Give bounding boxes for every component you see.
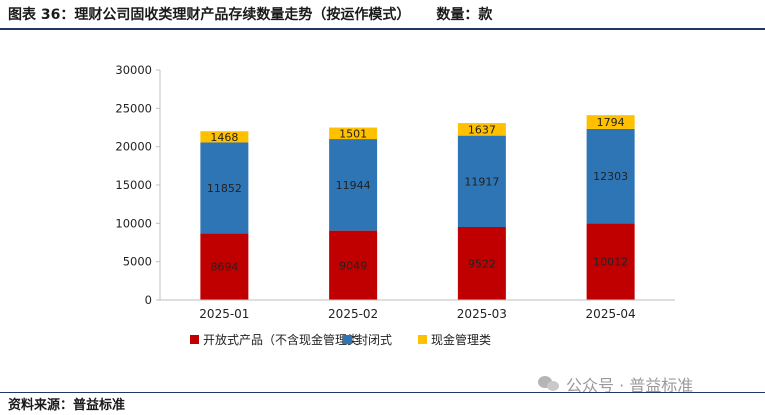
data-label: 1501 xyxy=(339,127,367,140)
bar-segment xyxy=(457,135,506,227)
bar-segment xyxy=(586,223,635,300)
data-label: 8694 xyxy=(210,261,238,274)
unit-label: 数量：款 xyxy=(436,7,493,23)
legend-label: 封闭式 xyxy=(356,333,392,347)
data-label: 11944 xyxy=(336,179,371,192)
data-label: 9522 xyxy=(468,257,496,270)
bar-segment xyxy=(200,142,249,234)
data-label: 1637 xyxy=(468,123,496,136)
bar-segment xyxy=(329,139,378,231)
x-tick-label: 2025-04 xyxy=(586,307,636,321)
source-note: 资料来源：普益标准 xyxy=(8,398,126,413)
legend-swatch xyxy=(343,335,352,344)
data-label: 10012 xyxy=(593,256,628,269)
bar-segment xyxy=(457,226,506,300)
y-tick-label: 0 xyxy=(145,293,152,307)
legend-label: 开放式产品（不含现金管理类 xyxy=(203,332,359,347)
bar-segment xyxy=(329,230,378,300)
data-label: 11917 xyxy=(464,175,499,188)
title-divider xyxy=(0,28,765,30)
bar-segment xyxy=(329,127,378,140)
data-label: 9049 xyxy=(339,259,367,272)
source-divider xyxy=(0,392,765,393)
bar-segment xyxy=(200,233,249,300)
y-tick-label: 30000 xyxy=(115,63,152,77)
y-tick-label: 25000 xyxy=(115,101,152,115)
data-label: 11852 xyxy=(207,182,242,195)
legend-swatch xyxy=(418,335,427,344)
y-tick-label: 20000 xyxy=(115,140,152,154)
chart-title-text: 图表 36：理财公司固收类理财产品存续数量走势（按运作模式） xyxy=(8,7,411,23)
legend-label: 现金管理类 xyxy=(431,332,491,347)
wechat-icon xyxy=(538,375,560,393)
bar-segment xyxy=(200,131,249,143)
x-tick-label: 2025-01 xyxy=(199,307,249,321)
y-tick-label: 5000 xyxy=(123,255,152,269)
watermark: 公众号 · 普益标准 xyxy=(538,372,693,396)
stacked-bar-chart: 0 5000 10000 15000 20000 25000 30000 8694 11852 1… xyxy=(115,63,675,347)
chart-title: 图表 36：理财公司固收类理财产品存续数量走势（按运作模式） 数量：款 xyxy=(8,4,492,24)
bar-segment xyxy=(586,115,635,129)
data-label: 1468 xyxy=(210,131,238,144)
y-tick-label: 15000 xyxy=(115,178,152,192)
legend-swatch xyxy=(190,335,199,344)
x-tick-label: 2025-03 xyxy=(457,307,507,321)
bar-segment xyxy=(457,123,506,136)
x-tick-label: 2025-02 xyxy=(328,307,378,321)
watermark-text: 公众号 · 普益标准 xyxy=(566,376,694,395)
data-label: 12303 xyxy=(593,170,628,183)
data-label: 1794 xyxy=(597,116,625,129)
y-tick-label: 10000 xyxy=(115,216,152,230)
bar-segment xyxy=(586,128,635,224)
